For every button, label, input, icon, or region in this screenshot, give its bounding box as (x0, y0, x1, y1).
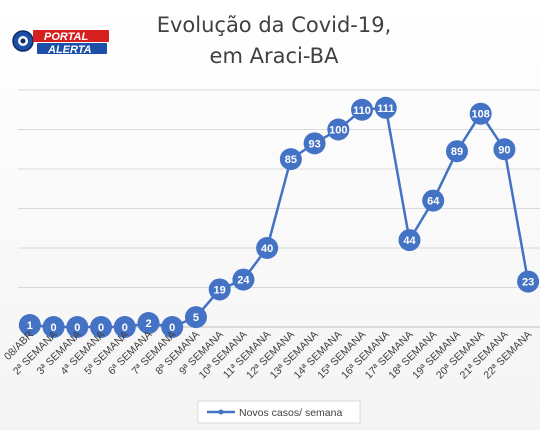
data-label: 85 (285, 154, 297, 166)
logo-word1: PORTAL (44, 31, 88, 43)
data-point-marker (66, 316, 89, 338)
data-label: 0 (74, 322, 80, 334)
data-point: 0 (42, 316, 65, 338)
data-label: 1 (27, 320, 33, 332)
data-label: 64 (427, 196, 440, 208)
logo-banner-top (33, 30, 109, 42)
data-label: 93 (308, 138, 320, 150)
data-point-marker (184, 306, 207, 329)
data-point-marker (232, 268, 255, 291)
data-point: 0 (113, 316, 136, 338)
data-point: 110 (351, 98, 374, 121)
data-label: 110 (353, 105, 371, 117)
data-point-marker (493, 138, 516, 161)
data-point-marker (208, 278, 231, 301)
data-point: 85 (279, 148, 302, 171)
data-point: 2 (137, 312, 160, 335)
data-label: 0 (51, 322, 57, 334)
legend-label: Novos casos/ semana (239, 407, 342, 419)
data-point: 111 (374, 96, 397, 119)
data-point-marker (327, 118, 350, 141)
data-label: 0 (169, 322, 175, 334)
data-point-marker (256, 237, 279, 259)
data-label: 23 (522, 277, 534, 289)
data-point: 100 (327, 118, 350, 141)
data-label: 0 (122, 322, 128, 334)
data-point-marker (42, 316, 65, 338)
chart-title-line-1: Evolução da Covid-19, (157, 13, 392, 37)
data-point-marker (90, 316, 113, 338)
chart-title-line-2: em Araci-BA (210, 44, 340, 68)
data-point: 90 (493, 138, 516, 161)
data-point-marker (469, 102, 492, 125)
legend: Novos casos/ semana (197, 400, 361, 424)
gridlines (18, 89, 540, 288)
data-point: 108 (469, 102, 492, 125)
data-point-marker (137, 312, 160, 335)
data-label: 0 (98, 322, 104, 334)
data-label: 19 (214, 284, 226, 296)
data-label: 5 (193, 312, 199, 324)
data-point: 89 (445, 140, 468, 163)
data-point-marker (113, 316, 136, 338)
data-point-marker (517, 270, 540, 293)
legend-marker-swatch (218, 409, 224, 415)
data-label: 89 (451, 146, 463, 158)
data-point-marker (351, 98, 374, 121)
series-line (29, 106, 530, 329)
logo-word2: ALERTA (47, 44, 92, 56)
data-point: 93 (303, 132, 326, 155)
data-point: 24 (232, 268, 255, 291)
data-point-marker (18, 314, 41, 337)
data-label: 108 (472, 109, 490, 121)
data-point: 40 (256, 237, 279, 259)
data-label: 24 (237, 275, 250, 287)
data-point: 23 (517, 270, 540, 293)
data-point: 0 (90, 316, 113, 338)
data-point: 64 (422, 189, 445, 212)
data-point-marker (398, 229, 421, 252)
data-label: 44 (403, 235, 416, 247)
data-point-marker (279, 148, 302, 171)
data-point-marker (303, 132, 326, 155)
logo-banner-bottom (37, 43, 107, 54)
data-point: 0 (66, 316, 89, 338)
data-point-marker (422, 189, 445, 212)
data-label: 2 (145, 318, 151, 330)
data-point-marker (445, 140, 468, 163)
legend-box (197, 400, 361, 424)
series-line-novos-casos (29, 106, 530, 329)
data-point-marker (374, 96, 397, 119)
data-label: 111 (377, 103, 394, 115)
data-label: 40 (261, 243, 273, 255)
data-label: 90 (498, 144, 510, 156)
portal-alerta-logo: PORTAL ALERTA (12, 30, 109, 56)
data-point: 19 (208, 278, 231, 301)
data-point-marker (161, 316, 184, 338)
data-point: 1 (18, 314, 41, 337)
data-point: 44 (398, 229, 421, 252)
data-label: 100 (329, 125, 347, 137)
data-point: 5 (184, 306, 207, 329)
data-point: 0 (161, 316, 184, 338)
